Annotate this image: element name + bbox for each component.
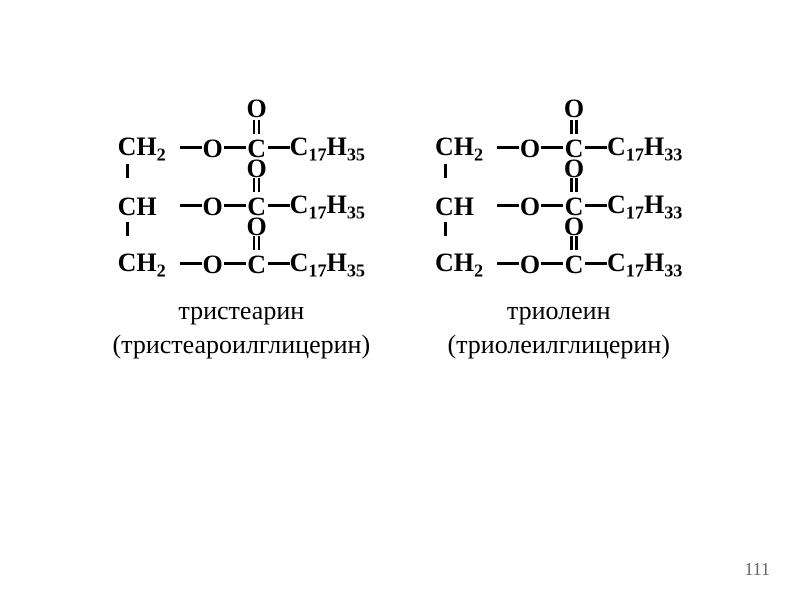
single-bond [268, 204, 290, 207]
ch2-group: CH2 [118, 134, 180, 164]
oxygen-atom: O [246, 96, 268, 122]
double-bond [570, 236, 578, 250]
single-bond [497, 204, 519, 207]
single-bond [497, 146, 519, 149]
ch2-group: CH2 [435, 134, 497, 164]
ch-group: CH [435, 194, 497, 220]
single-bond [224, 262, 246, 265]
label-triolein: триолеин (триолеилглицерин) [447, 288, 670, 362]
single-bond [541, 262, 563, 265]
oxygen-atom: O [202, 136, 224, 162]
double-bond [253, 178, 261, 192]
single-bond [268, 262, 290, 265]
fatty-chain: C17H35 [290, 134, 365, 164]
double-bond [570, 120, 578, 134]
molecule-tristearin: O CH2 O C C17H35 O CH O [108, 98, 375, 362]
oxygen-atom: O [519, 194, 541, 220]
carbon-atom: C [563, 252, 585, 278]
oxygen-atom: O [563, 96, 585, 122]
fatty-chain: C17H33 [607, 250, 682, 280]
single-bond [497, 262, 519, 265]
page: O CH2 O C C17H35 O CH O [0, 0, 800, 600]
molecule-systematic-name: (тристеароилглицерин) [112, 328, 370, 362]
ch-group: CH [118, 194, 180, 220]
single-bond [224, 204, 246, 207]
molecule-triolein: O CH2 O C C17H33 O CH O [425, 98, 692, 362]
fatty-chain: C17H35 [290, 250, 365, 280]
oxygen-atom: O [519, 136, 541, 162]
structure-tristearin: O CH2 O C C17H35 O CH O [108, 98, 375, 288]
single-bond [224, 146, 246, 149]
vertical-bond [444, 222, 447, 236]
molecule-name: триолеин [447, 294, 670, 328]
single-bond [585, 262, 607, 265]
ch2-group: CH2 [118, 250, 180, 280]
oxygen-atom: O [202, 252, 224, 278]
double-bond [570, 178, 578, 192]
single-bond [541, 146, 563, 149]
double-bond [253, 120, 261, 134]
carbon-atom: C [246, 252, 268, 278]
single-bond [585, 204, 607, 207]
vertical-bond [126, 222, 129, 236]
double-bond [253, 236, 261, 250]
single-bond [180, 262, 202, 265]
vertical-bond [444, 164, 447, 178]
fatty-chain: C17H33 [607, 192, 682, 222]
vertical-bond [126, 164, 129, 178]
molecule-systematic-name: (триолеилглицерин) [447, 328, 670, 362]
molecule-name: тристеарин [112, 294, 370, 328]
oxygen-atom: O [202, 194, 224, 220]
single-bond [180, 204, 202, 207]
ch2-group: CH2 [435, 250, 497, 280]
single-bond [180, 146, 202, 149]
page-number: 111 [744, 559, 770, 580]
molecules-wrap: O CH2 O C C17H35 O CH O [0, 0, 800, 362]
single-bond [268, 146, 290, 149]
structure-triolein: O CH2 O C C17H33 O CH O [425, 98, 692, 288]
fatty-chain: C17H33 [607, 134, 682, 164]
label-tristearin: тристеарин (тристеароилглицерин) [112, 288, 370, 362]
single-bond [541, 204, 563, 207]
single-bond [585, 146, 607, 149]
fatty-chain: C17H35 [290, 192, 365, 222]
oxygen-atom: O [519, 252, 541, 278]
